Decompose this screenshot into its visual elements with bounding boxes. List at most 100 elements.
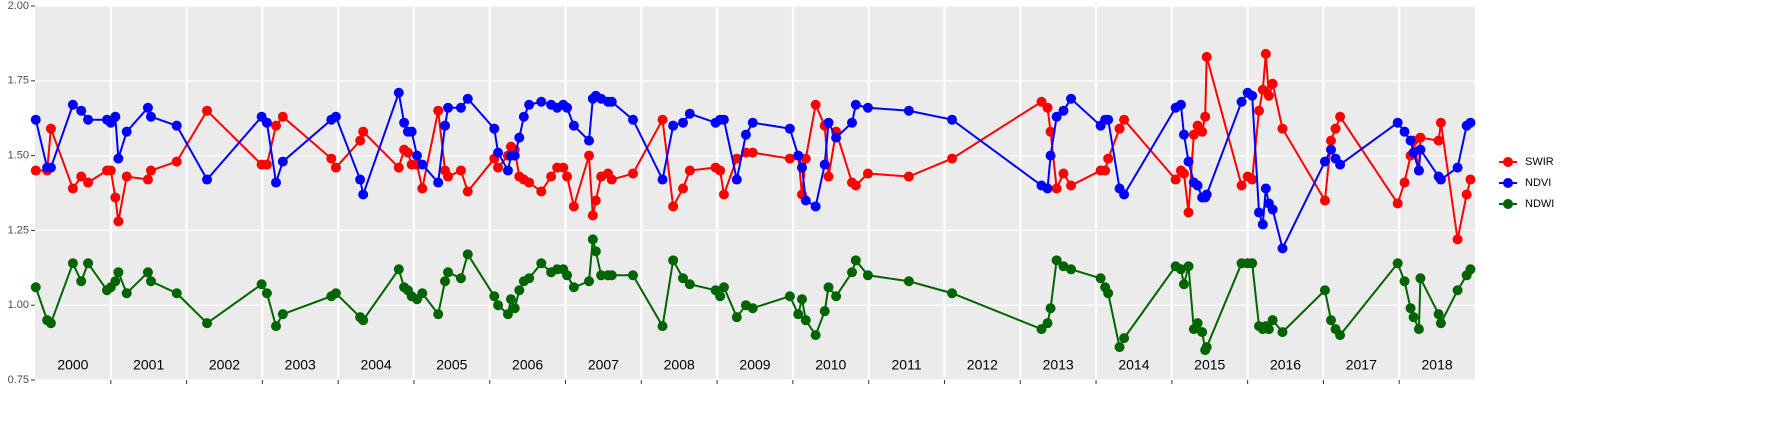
point: [800, 153, 811, 164]
point: [747, 147, 758, 158]
point: [493, 147, 504, 158]
x-tick-label: 2012: [967, 357, 998, 373]
point: [358, 189, 369, 200]
point: [202, 318, 213, 329]
point: [1433, 135, 1444, 146]
point: [1263, 90, 1274, 101]
point: [862, 270, 873, 281]
point: [1042, 102, 1053, 113]
point: [30, 165, 41, 176]
point: [1267, 78, 1278, 89]
x-tick-label: 2006: [512, 357, 543, 373]
point: [1263, 324, 1274, 335]
point: [1319, 156, 1330, 167]
point: [110, 276, 121, 287]
point: [355, 174, 366, 185]
point: [1415, 132, 1426, 143]
point: [455, 102, 466, 113]
x-tick-label: 2017: [1346, 357, 1377, 373]
point: [1100, 165, 1111, 176]
point: [715, 165, 726, 176]
point: [823, 117, 834, 128]
point: [947, 288, 958, 299]
point: [76, 105, 87, 116]
point: [606, 174, 617, 185]
y-tick-label: 2.00: [8, 0, 29, 12]
y-tick-label: 1.00: [8, 299, 29, 311]
point: [1461, 189, 1472, 200]
point: [83, 258, 94, 269]
point: [568, 282, 579, 293]
point: [171, 156, 182, 167]
point: [110, 192, 121, 203]
point: [668, 120, 679, 131]
point: [514, 285, 525, 296]
point: [261, 117, 272, 128]
point: [1413, 165, 1424, 176]
x-tick-label: 2000: [57, 357, 88, 373]
point: [1200, 111, 1211, 122]
point: [277, 111, 288, 122]
point: [1183, 261, 1194, 272]
point: [1319, 285, 1330, 296]
point: [1051, 183, 1062, 194]
point: [718, 114, 729, 125]
point: [584, 276, 595, 287]
point: [417, 183, 428, 194]
x-tick-label: 2005: [436, 357, 467, 373]
point: [171, 288, 182, 299]
point: [1103, 114, 1114, 125]
point: [1201, 342, 1212, 353]
point: [1192, 318, 1203, 329]
point: [1392, 198, 1403, 209]
point: [1260, 48, 1271, 59]
point: [740, 129, 751, 140]
point: [1119, 333, 1130, 344]
point: [947, 114, 958, 125]
point: [1058, 261, 1069, 272]
point: [584, 135, 595, 146]
point: [657, 321, 668, 332]
point: [536, 186, 547, 197]
point: [1119, 114, 1130, 125]
point: [606, 270, 617, 281]
point: [1452, 162, 1463, 173]
point: [271, 321, 282, 332]
point: [1051, 255, 1062, 266]
point: [1330, 123, 1341, 134]
point: [847, 117, 858, 128]
x-tick-label: 2004: [360, 357, 391, 373]
x-tick-label: 2016: [1270, 357, 1301, 373]
point: [1277, 243, 1288, 254]
point: [1178, 279, 1189, 290]
point: [1399, 276, 1410, 287]
point: [142, 174, 153, 185]
point: [793, 309, 804, 320]
legend-label: NDVI: [1525, 177, 1551, 189]
point: [1405, 135, 1416, 146]
point: [1335, 330, 1346, 341]
point: [1326, 315, 1336, 326]
point: [810, 201, 821, 212]
point: [584, 150, 595, 161]
point: [393, 162, 404, 173]
y-tick-label: 1.25: [8, 224, 29, 236]
point: [271, 120, 282, 131]
point: [747, 117, 758, 128]
x-tick-label: 2014: [1118, 357, 1149, 373]
point: [1042, 318, 1053, 329]
x-tick-label: 2015: [1194, 357, 1225, 373]
point: [862, 168, 873, 179]
point: [847, 267, 858, 278]
point: [67, 183, 78, 194]
legend-label: NDWI: [1525, 198, 1554, 210]
point: [784, 291, 795, 302]
point: [67, 99, 78, 110]
point: [1236, 96, 1247, 107]
point: [1452, 234, 1463, 245]
point: [1247, 174, 1258, 185]
point: [76, 276, 87, 287]
point: [45, 123, 56, 134]
point: [1267, 315, 1278, 326]
point: [1415, 273, 1426, 284]
